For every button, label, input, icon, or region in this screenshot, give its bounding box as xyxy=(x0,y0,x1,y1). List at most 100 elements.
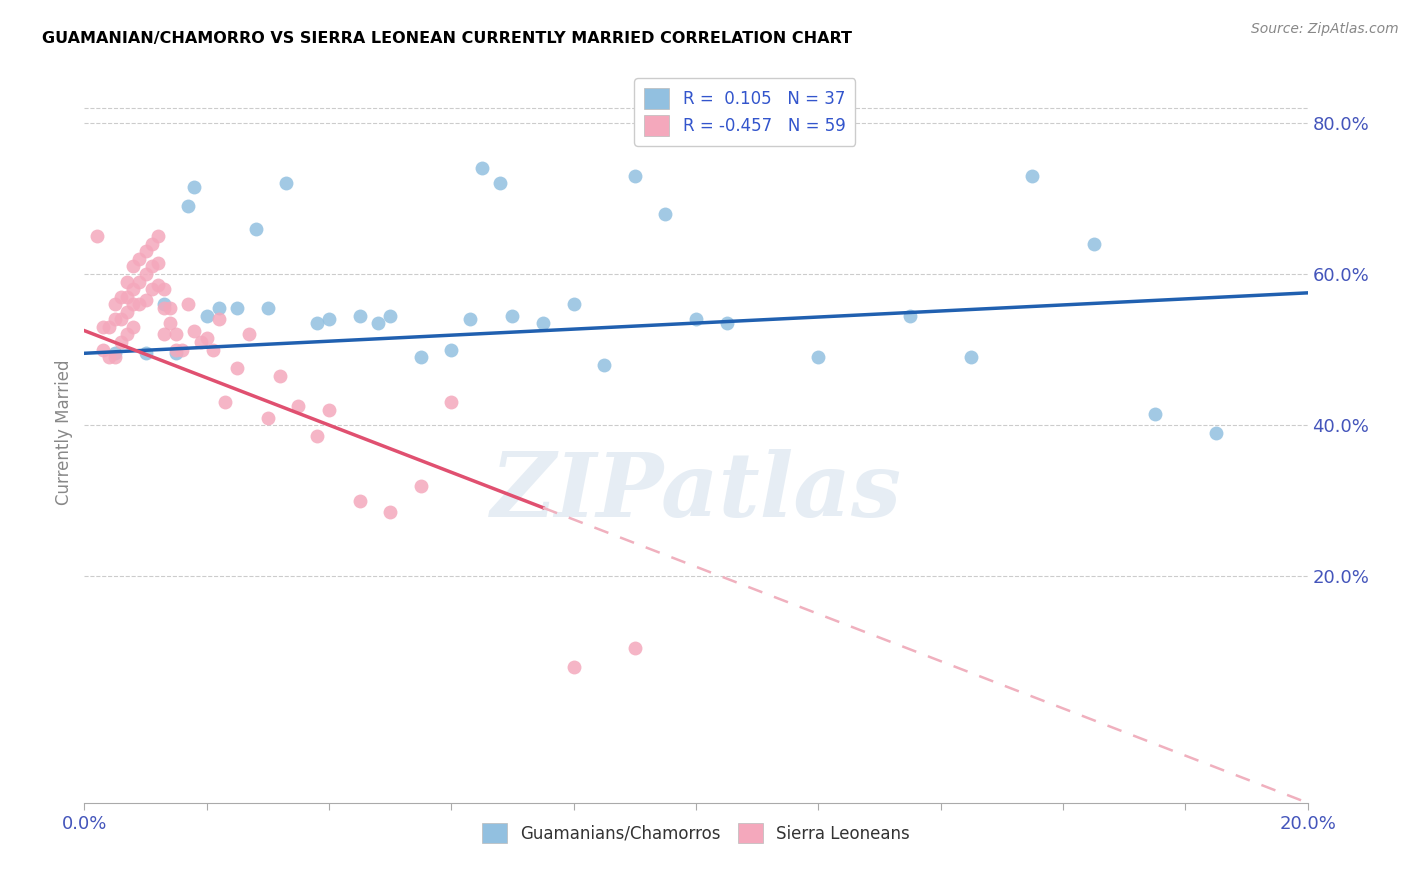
Point xyxy=(128,297,150,311)
Point xyxy=(91,319,114,334)
Point xyxy=(146,278,169,293)
Point xyxy=(128,252,150,266)
Point xyxy=(135,346,157,360)
Point xyxy=(440,343,463,357)
Point xyxy=(226,301,249,315)
Point xyxy=(201,343,224,357)
Point xyxy=(716,316,738,330)
Point xyxy=(190,334,212,349)
Point xyxy=(195,309,218,323)
Point xyxy=(135,293,157,308)
Point xyxy=(305,316,328,330)
Point xyxy=(245,221,267,235)
Point xyxy=(287,399,309,413)
Point xyxy=(1083,236,1105,251)
Point xyxy=(141,282,163,296)
Point xyxy=(159,301,181,315)
Point xyxy=(685,312,707,326)
Point xyxy=(257,410,280,425)
Point xyxy=(165,343,187,357)
Point xyxy=(654,206,676,220)
Point xyxy=(153,297,176,311)
Y-axis label: Currently Married: Currently Married xyxy=(55,359,73,506)
Text: ZIPatlas: ZIPatlas xyxy=(491,449,901,535)
Point xyxy=(380,309,402,323)
Point xyxy=(458,312,481,326)
Point xyxy=(562,297,585,311)
Point xyxy=(208,312,231,326)
Point xyxy=(624,640,647,655)
Point xyxy=(531,316,554,330)
Point xyxy=(122,297,145,311)
Point xyxy=(502,309,524,323)
Point xyxy=(318,312,340,326)
Point xyxy=(135,267,157,281)
Point xyxy=(183,180,205,194)
Point xyxy=(97,319,120,334)
Point xyxy=(115,304,138,318)
Text: Source: ZipAtlas.com: Source: ZipAtlas.com xyxy=(1251,22,1399,37)
Point xyxy=(141,260,163,274)
Legend: Guamanians/Chamorros, Sierra Leoneans: Guamanians/Chamorros, Sierra Leoneans xyxy=(475,816,917,850)
Point xyxy=(367,316,389,330)
Point xyxy=(1021,169,1043,183)
Point xyxy=(489,177,512,191)
Point xyxy=(183,324,205,338)
Point xyxy=(135,244,157,259)
Point xyxy=(146,229,169,244)
Point xyxy=(440,395,463,409)
Point xyxy=(305,429,328,443)
Point xyxy=(409,350,432,364)
Point xyxy=(104,346,127,360)
Point xyxy=(380,505,402,519)
Point xyxy=(115,290,138,304)
Point xyxy=(110,312,132,326)
Point xyxy=(110,334,132,349)
Point xyxy=(122,282,145,296)
Point xyxy=(153,327,176,342)
Point xyxy=(122,319,145,334)
Point xyxy=(562,660,585,674)
Point xyxy=(128,275,150,289)
Point xyxy=(115,327,138,342)
Point xyxy=(110,290,132,304)
Point xyxy=(165,346,187,360)
Text: GUAMANIAN/CHAMORRO VS SIERRA LEONEAN CURRENTLY MARRIED CORRELATION CHART: GUAMANIAN/CHAMORRO VS SIERRA LEONEAN CUR… xyxy=(42,31,852,46)
Point xyxy=(238,327,260,342)
Point xyxy=(165,327,187,342)
Point xyxy=(104,297,127,311)
Point xyxy=(177,297,200,311)
Point xyxy=(257,301,280,315)
Point xyxy=(898,309,921,323)
Point xyxy=(153,282,176,296)
Point xyxy=(146,255,169,269)
Point xyxy=(349,493,371,508)
Point xyxy=(409,478,432,492)
Point xyxy=(97,350,120,364)
Point xyxy=(349,309,371,323)
Point xyxy=(269,368,291,383)
Point xyxy=(960,350,983,364)
Point xyxy=(593,358,616,372)
Point xyxy=(104,312,127,326)
Point xyxy=(153,301,176,315)
Point xyxy=(208,301,231,315)
Point xyxy=(471,161,494,176)
Point xyxy=(159,316,181,330)
Point xyxy=(122,260,145,274)
Point xyxy=(91,343,114,357)
Point xyxy=(177,199,200,213)
Point xyxy=(214,395,236,409)
Point xyxy=(104,350,127,364)
Point xyxy=(318,403,340,417)
Point xyxy=(624,169,647,183)
Point xyxy=(172,343,194,357)
Point xyxy=(1143,407,1166,421)
Point xyxy=(226,361,249,376)
Point xyxy=(1205,425,1227,440)
Point xyxy=(141,236,163,251)
Point xyxy=(195,331,218,345)
Point xyxy=(276,177,298,191)
Point xyxy=(807,350,830,364)
Point xyxy=(115,275,138,289)
